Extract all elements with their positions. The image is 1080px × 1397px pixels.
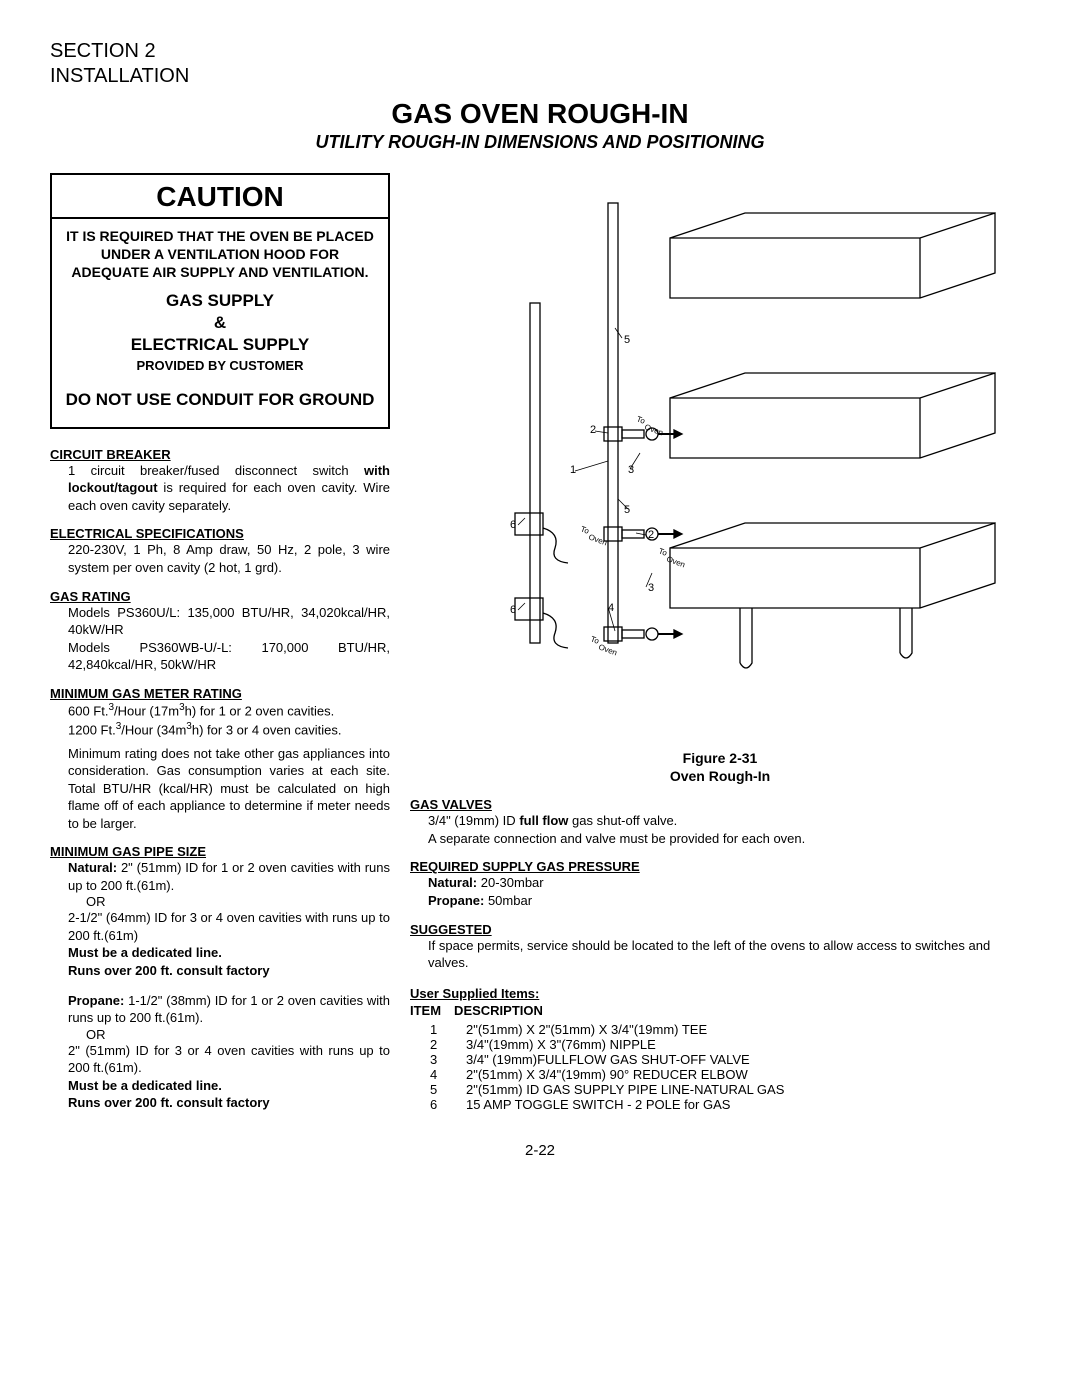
callout-2-top: 2 bbox=[590, 424, 596, 436]
min-pipe-pro: Propane: 1-1/2" (38mm) ID for 1 or 2 ove… bbox=[68, 992, 390, 1027]
caution-conduit: DO NOT USE CONDUIT FOR GROUND bbox=[64, 389, 376, 411]
caution-title: CAUTION bbox=[52, 175, 388, 217]
gas-rating-2: Models PS360WB-U/-L: 170,000 BTU/HR, 42,… bbox=[68, 639, 390, 674]
electrical-spec-heading: ELECTRICAL SPECIFICATIONS bbox=[50, 526, 390, 541]
electrical-spec-body: 220-230V, 1 Ph, 8 Amp draw, 50 Hz, 2 pol… bbox=[68, 541, 390, 576]
gas-valves-1: 3/4" (19mm) ID full flow gas shut-off va… bbox=[428, 812, 1030, 830]
min-gas-meter-2: 1200 Ft.3/Hour (34m3h) for 3 or 4 oven c… bbox=[68, 720, 390, 739]
min-pipe-heading: MINIMUM GAS PIPE SIZE bbox=[50, 844, 390, 859]
list-item: 52"(51mm) ID GAS SUPPLY PIPE LINE-NATURA… bbox=[430, 1082, 1030, 1097]
page-title: GAS OVEN ROUGH-IN bbox=[50, 98, 1030, 130]
list-item: 33/4" (19mm)FULLFLOW GAS SHUT-OFF VALVE bbox=[430, 1052, 1030, 1067]
callout-1: 1 bbox=[570, 464, 576, 476]
min-pipe-ded-1: Must be a dedicated line. bbox=[68, 944, 390, 962]
list-item: 23/4"(19mm) X 3"(76mm) NIPPLE bbox=[430, 1037, 1030, 1052]
caution-gas-heading: GAS SUPPLY bbox=[64, 290, 376, 312]
left-column: CAUTION IT IS REQUIRED THAT THE OVEN BE … bbox=[50, 173, 390, 1112]
circuit-breaker-heading: CIRCUIT BREAKER bbox=[50, 447, 390, 462]
min-pipe-cons-2: Runs over 200 ft. consult factory bbox=[68, 1094, 390, 1112]
suggested-body: If space permits, service should be loca… bbox=[428, 937, 1030, 972]
user-supplied-columns: ITEM DESCRIPTION bbox=[410, 1003, 1030, 1018]
min-pipe-pro-2: 2" (51mm) ID for 3 or 4 oven cavities wi… bbox=[68, 1042, 390, 1077]
min-pipe-ded-2: Must be a dedicated line. bbox=[68, 1077, 390, 1095]
circuit-breaker-body: 1 circuit breaker/fused disconnect switc… bbox=[68, 462, 390, 515]
caution-box: CAUTION IT IS REQUIRED THAT THE OVEN BE … bbox=[50, 173, 390, 429]
user-supplied-heading: User Supplied Items: bbox=[410, 986, 1030, 1001]
section-label: SECTION 2 bbox=[50, 40, 1030, 63]
page-subtitle: UTILITY ROUGH-IN DIMENSIONS AND POSITION… bbox=[50, 132, 1030, 153]
req-pressure-nat: Natural: 20-30mbar bbox=[428, 874, 1030, 892]
caution-provided: PROVIDED BY CUSTOMER bbox=[64, 358, 376, 375]
callout-5-top: 5 bbox=[624, 334, 630, 346]
list-item: 615 AMP TOGGLE SWITCH - 2 POLE for GAS bbox=[430, 1097, 1030, 1112]
figure-caption-1: Figure 2-31 bbox=[410, 749, 1030, 767]
callout-3-top: 3 bbox=[628, 464, 634, 476]
min-pipe-or-1: OR bbox=[86, 894, 390, 909]
gas-rating-1: Models PS360U/L: 135,000 BTU/HR, 34,020k… bbox=[68, 604, 390, 639]
min-pipe-or-2: OR bbox=[86, 1027, 390, 1042]
installation-label: INSTALLATION bbox=[50, 65, 1030, 88]
min-pipe-cons-1: Runs over 200 ft. consult factory bbox=[68, 962, 390, 980]
figure-caption-2: Oven Rough-In bbox=[410, 767, 1030, 785]
min-gas-meter-1: 600 Ft.3/Hour (17m3h) for 1 or 2 oven ca… bbox=[68, 701, 390, 720]
gas-valves-heading: GAS VALVES bbox=[410, 797, 1030, 812]
min-pipe-nat-2: 2-1/2" (64mm) ID for 3 or 4 oven cavitie… bbox=[68, 909, 390, 944]
caution-elec-heading: ELECTRICAL SUPPLY bbox=[64, 334, 376, 356]
callout-6-bot: 6 bbox=[510, 604, 516, 616]
list-item: 12"(51mm) X 2"(51mm) X 3/4"(19mm) TEE bbox=[430, 1022, 1030, 1037]
list-item: 42"(51mm) X 3/4"(19mm) 90° REDUCER ELBOW bbox=[430, 1067, 1030, 1082]
gas-valves-2: A separate connection and valve must be … bbox=[428, 830, 1030, 848]
svg-text:Oven: Oven bbox=[587, 532, 608, 547]
callout-4: 4 bbox=[608, 602, 614, 614]
req-pressure-heading: REQUIRED SUPPLY GAS PRESSURE bbox=[410, 859, 1030, 874]
min-gas-meter-heading: MINIMUM GAS METER RATING bbox=[50, 686, 390, 701]
caution-amp: & bbox=[64, 312, 376, 334]
right-column: 5 2 1 3 5 6 2 3 4 6 To Oven To Oven To O… bbox=[410, 173, 1030, 1112]
min-gas-meter-note: Minimum rating does not take other gas a… bbox=[68, 745, 390, 833]
callout-2-mid: 2 bbox=[648, 529, 654, 541]
svg-text:Oven: Oven bbox=[597, 642, 618, 657]
svg-text:Oven: Oven bbox=[665, 554, 686, 569]
min-pipe-nat: Natural: 2" (51mm) ID for 1 or 2 oven ca… bbox=[68, 859, 390, 894]
user-supplied-list: 12"(51mm) X 2"(51mm) X 3/4"(19mm) TEE23/… bbox=[430, 1022, 1030, 1112]
req-pressure-pro: Propane: 50mbar bbox=[428, 892, 1030, 910]
suggested-heading: SUGGESTED bbox=[410, 922, 1030, 937]
callout-3-bot: 3 bbox=[648, 582, 654, 594]
callout-6-top: 6 bbox=[510, 519, 516, 531]
caution-requirement: IT IS REQUIRED THAT THE OVEN BE PLACED U… bbox=[64, 227, 376, 282]
page-number: 2-22 bbox=[50, 1142, 1030, 1159]
rough-in-diagram: 5 2 1 3 5 6 2 3 4 6 To Oven To Oven To O… bbox=[440, 183, 1000, 743]
gas-rating-heading: GAS RATING bbox=[50, 589, 390, 604]
